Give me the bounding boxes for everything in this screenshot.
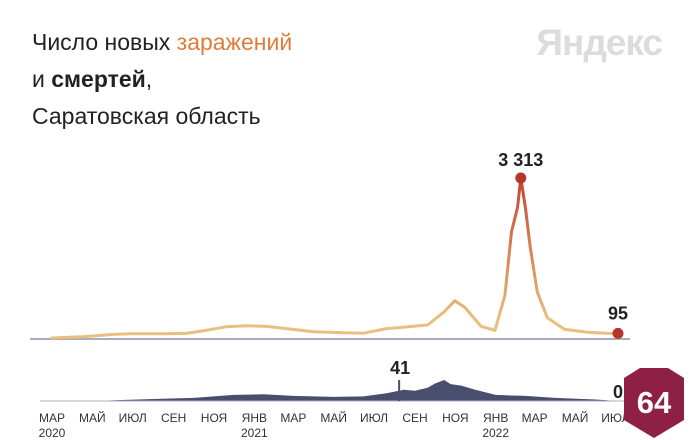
badge-label: 64 [637, 385, 672, 420]
deaths-last-label: 0 [613, 382, 623, 402]
x-tick-label: МАР [522, 411, 548, 425]
title-text: Число новых [32, 29, 177, 55]
cases-line [50, 176, 620, 340]
x-tick-label: МАЙ [562, 410, 589, 425]
x-tick-label: ИЮЛ [601, 411, 629, 425]
x-tick-year: 2021 [241, 426, 268, 440]
title-text: и [32, 66, 52, 92]
yandex-logo: Яндекс [536, 22, 663, 63]
title-bold-deaths: смертей [51, 66, 146, 92]
x-tick-label: ЯНВ [242, 411, 267, 425]
cases-peak-label: 3 313 [498, 150, 543, 170]
x-tick-label: МАР [280, 411, 306, 425]
chart-title: Число новых заражений и смертей, Саратов… [32, 24, 292, 135]
x-tick-year: 2020 [39, 426, 66, 440]
cases-last-label: 95 [608, 303, 628, 323]
badge-shield-shape [624, 368, 684, 438]
deaths-area [52, 380, 618, 401]
title-line-3: Саратовская область [32, 103, 261, 129]
x-tick-label: ЯНВ [483, 411, 508, 425]
title-line-2: и смертей, [32, 61, 292, 98]
annotations-layer: 3 313 95 41 0 [390, 150, 628, 402]
x-tick-label: МАЙ [79, 410, 106, 425]
x-tick-label: СЕН [402, 411, 427, 425]
deaths-peak-label: 41 [390, 358, 410, 378]
cases-last-marker [612, 327, 624, 339]
deaths-area-layer [40, 380, 630, 402]
x-tick-label: НОЯ [442, 411, 468, 425]
cases-line-layer [50, 176, 620, 340]
x-tick-label: СЕН [161, 411, 186, 425]
title-accent-cases: заражений [176, 29, 293, 55]
x-tick-label: НОЯ [201, 411, 227, 425]
x-tick-year: 2022 [482, 426, 509, 440]
title-line-1: Число новых заражений [32, 24, 292, 61]
x-tick-label: МАР [39, 411, 65, 425]
cases-peak-marker [515, 172, 527, 184]
x-tick-label: МАЙ [320, 410, 347, 425]
x-tick-label: ИЮЛ [119, 411, 147, 425]
title-text: , [145, 66, 153, 92]
x-tick-label: ИЮЛ [360, 411, 388, 425]
region-badge-64: 64 [624, 368, 684, 438]
